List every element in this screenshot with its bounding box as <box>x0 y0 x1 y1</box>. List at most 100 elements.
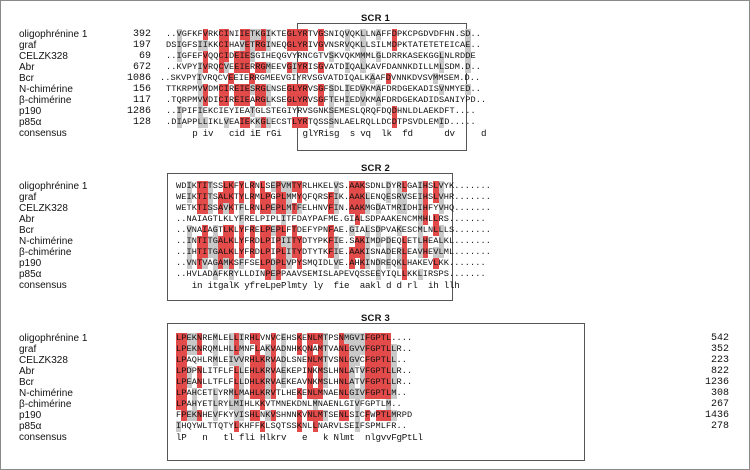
residue: H <box>229 40 235 50</box>
residue: . <box>480 236 486 246</box>
residue: L <box>338 399 344 409</box>
residue: I <box>376 40 382 50</box>
consensus-sequence: in itgalK yfreLpePlmty ly fie aakl d d r… <box>176 280 502 292</box>
residue: E <box>281 333 287 344</box>
residue: . <box>475 203 481 213</box>
residue: K <box>412 269 418 279</box>
residue: I <box>202 181 208 192</box>
residue: L <box>344 366 350 377</box>
residue: K <box>255 117 261 128</box>
residue: R <box>254 73 260 83</box>
residue: T <box>307 236 313 246</box>
consensus-residue: p <box>270 280 277 291</box>
residue: D <box>386 62 392 72</box>
residue: A <box>380 214 386 224</box>
residue: N <box>338 410 344 421</box>
residue: V <box>281 62 287 72</box>
residue: K <box>355 40 361 50</box>
species-name: CELZK328 <box>19 355 68 366</box>
residue: L <box>391 355 397 366</box>
residue: T <box>380 410 386 421</box>
residue: E <box>349 421 355 431</box>
residue: L <box>292 95 298 106</box>
residue: G <box>212 236 218 247</box>
residue: S <box>334 40 340 50</box>
residue: V <box>386 225 392 235</box>
residue: H <box>422 236 428 247</box>
residue: . <box>407 366 413 376</box>
species-name: p190 <box>19 258 42 269</box>
consensus-residue: g <box>218 280 224 291</box>
residue: T <box>323 410 329 421</box>
residue: . <box>166 51 172 61</box>
residue: Y <box>233 214 239 224</box>
species-name: p190 <box>19 106 42 117</box>
residue: V <box>202 258 208 269</box>
residue: L <box>239 269 245 279</box>
residue: . <box>401 333 407 343</box>
consensus-residue: i <box>250 128 256 139</box>
residue: K <box>191 410 197 421</box>
residue: P <box>181 344 187 355</box>
residue: . <box>459 73 465 83</box>
residue: Y <box>297 84 303 95</box>
residue: L <box>391 344 397 355</box>
residue: N <box>402 106 408 116</box>
species-name: Bcr <box>19 73 34 84</box>
residue: N <box>197 377 203 388</box>
residue: A <box>354 247 360 258</box>
residue: K <box>391 214 397 224</box>
residue: E <box>302 333 308 343</box>
residue: E <box>244 117 250 128</box>
residue: S <box>444 62 450 72</box>
residue: . <box>475 214 481 224</box>
residue: H <box>202 410 208 420</box>
residue: T <box>375 399 381 409</box>
residue: I <box>239 95 245 106</box>
residue: . <box>401 344 407 354</box>
consensus-residue: Y <box>313 128 319 139</box>
residue: . <box>475 40 481 50</box>
consensus-residue: y <box>317 280 324 291</box>
residue: P <box>375 333 381 344</box>
residue: S <box>323 29 329 39</box>
residue: V <box>349 269 355 279</box>
residue: S <box>365 181 371 191</box>
consensus-residue: f <box>239 432 245 443</box>
residue: T <box>212 214 218 224</box>
species-name: p85α <box>19 269 42 280</box>
residue: L <box>401 247 407 258</box>
residue-number: 267 <box>710 399 729 410</box>
species-name: graf <box>19 192 37 203</box>
residue: C <box>213 106 219 116</box>
residue: I <box>186 192 192 203</box>
residue: T <box>380 355 386 366</box>
residue: Y <box>228 410 234 420</box>
residue: G <box>286 84 292 95</box>
consensus-residue: l <box>375 280 382 291</box>
residue: Y <box>312 225 318 235</box>
residue: T <box>212 377 218 387</box>
residue: Y <box>228 421 234 431</box>
residue: A <box>244 106 250 116</box>
residue: V <box>417 73 423 83</box>
residue: M <box>375 421 381 431</box>
residue: F <box>380 73 386 83</box>
residue: G <box>212 225 218 236</box>
residue: L <box>254 377 260 388</box>
residue: A <box>418 95 424 105</box>
residue: C <box>218 95 224 106</box>
consensus-residue: i <box>234 128 240 139</box>
residue: L <box>265 84 271 95</box>
residue: L <box>233 388 239 399</box>
residue: T <box>207 399 213 409</box>
consensus-residue: l <box>265 432 271 443</box>
residue: E <box>281 95 287 105</box>
residue: L <box>312 421 318 432</box>
residue: . <box>171 62 177 72</box>
residue: V <box>354 355 360 366</box>
residue: L <box>401 181 407 192</box>
residue: L <box>202 355 208 365</box>
residue: T <box>397 117 403 127</box>
residue: V <box>197 84 203 95</box>
